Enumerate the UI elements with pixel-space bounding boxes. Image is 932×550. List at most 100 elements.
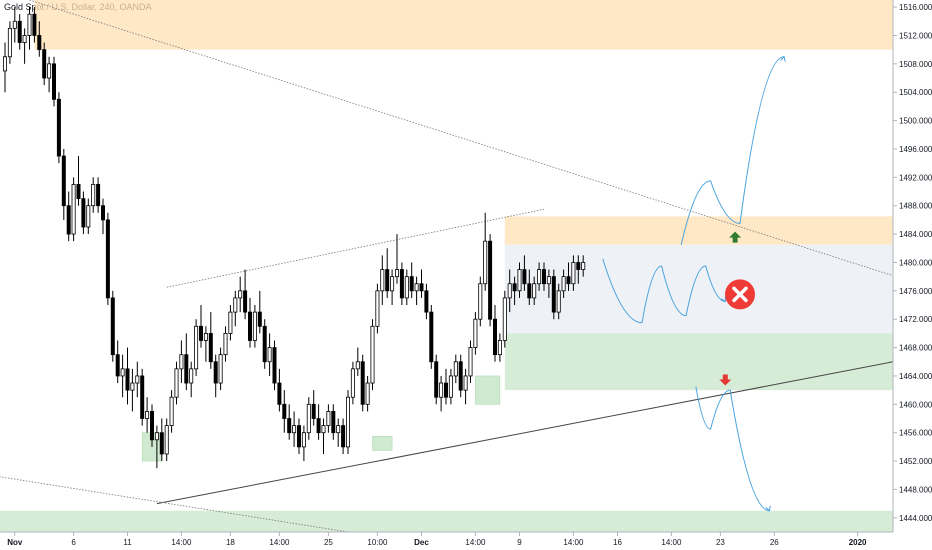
zones-layer xyxy=(0,0,893,532)
range-zone-2 xyxy=(504,244,893,334)
candle xyxy=(424,290,429,313)
candle xyxy=(189,368,194,384)
candle xyxy=(551,276,556,313)
candle xyxy=(375,290,380,327)
candle xyxy=(164,425,169,455)
projection-layer xyxy=(602,55,786,512)
candle xyxy=(125,368,130,391)
candle xyxy=(581,262,586,270)
candle xyxy=(252,311,257,341)
candle xyxy=(301,432,306,448)
candle xyxy=(174,368,179,398)
candle xyxy=(350,368,355,398)
candle xyxy=(512,283,517,292)
support-box-1 xyxy=(372,435,393,451)
candle xyxy=(434,361,439,398)
candle xyxy=(517,269,522,292)
price-tick-label: 1452.000 xyxy=(899,457,932,466)
candle xyxy=(341,425,346,448)
projection-path-1 xyxy=(680,56,785,245)
candle xyxy=(145,411,150,419)
candle xyxy=(326,411,331,426)
candle xyxy=(556,290,561,313)
candle xyxy=(414,283,419,292)
candle xyxy=(458,361,463,391)
time-tick-label: Nov xyxy=(7,538,23,547)
support-zone-4 xyxy=(0,510,893,532)
candle xyxy=(497,340,502,356)
down-arrow-icon xyxy=(719,374,732,386)
price-tick-label: 1492.000 xyxy=(899,173,932,182)
dotted-trendline-3 xyxy=(0,476,349,533)
time-tick-label: 14:00 xyxy=(563,538,584,547)
candle xyxy=(478,283,483,320)
candle xyxy=(262,325,267,363)
time-tick-label: 16 xyxy=(613,538,622,547)
price-tick-label: 1464.000 xyxy=(899,372,932,381)
price-tick-label: 1504.000 xyxy=(899,88,932,97)
candle xyxy=(223,332,228,356)
candle xyxy=(443,382,448,398)
time-tick-label: 26 xyxy=(770,538,779,547)
candle xyxy=(247,311,252,341)
projection-arrowhead-1 xyxy=(780,55,786,62)
price-tick-label: 1444.000 xyxy=(899,514,932,523)
candle xyxy=(233,297,238,313)
candle xyxy=(56,98,61,157)
candle xyxy=(3,56,8,72)
candle xyxy=(105,219,110,299)
candle xyxy=(135,375,140,384)
candle xyxy=(110,297,115,356)
candle xyxy=(213,361,218,384)
resistance-zone-0 xyxy=(34,0,893,50)
candle xyxy=(184,354,189,384)
up-arrow-icon xyxy=(729,231,742,243)
candle xyxy=(257,311,262,327)
candle xyxy=(576,262,581,270)
candle xyxy=(453,361,458,377)
trendline-0 xyxy=(156,353,932,505)
candle xyxy=(140,375,145,419)
time-tick-label: 14:00 xyxy=(171,538,192,547)
candle xyxy=(52,63,57,100)
candle xyxy=(282,403,287,419)
candle xyxy=(238,290,243,299)
dotted-trendline-1 xyxy=(166,208,545,288)
candle xyxy=(492,318,497,356)
candle xyxy=(71,184,76,235)
candle xyxy=(154,432,159,441)
candle xyxy=(571,262,576,285)
candle xyxy=(321,425,326,434)
time-tick-label: 23 xyxy=(716,538,725,547)
price-tick-label: 1496.000 xyxy=(899,145,932,154)
projection-path-2 xyxy=(695,386,770,512)
dotted-trendline-2 xyxy=(29,0,932,289)
candle xyxy=(115,354,120,377)
candle xyxy=(198,325,203,341)
candle xyxy=(159,432,164,455)
candle xyxy=(370,325,375,384)
candle xyxy=(7,27,12,58)
price-tick-label: 1484.000 xyxy=(899,230,932,239)
price-axis[interactable]: 1516.000 1512.000 1508.000 1504.000 1500.000… xyxy=(892,0,932,550)
time-tick-label: 14:00 xyxy=(661,538,682,547)
candle xyxy=(429,311,434,363)
candle xyxy=(120,368,125,377)
support-zone-3 xyxy=(504,333,893,391)
candle xyxy=(149,411,154,441)
time-tick-label: 10:00 xyxy=(367,538,388,547)
candle xyxy=(218,354,223,384)
candle xyxy=(66,205,71,235)
price-tick-label: 1516.000 xyxy=(899,3,932,12)
candle xyxy=(561,276,566,292)
projection-arrowhead-2 xyxy=(765,505,771,512)
price-tick-label: 1500.000 xyxy=(899,117,932,126)
candle xyxy=(399,269,404,299)
candle xyxy=(32,13,37,36)
time-axis[interactable]: Nov 6 11 14:00 18 14:00 25 10:00 Dec 14:00 9 14:00 1… xyxy=(0,531,932,550)
candle xyxy=(96,184,101,207)
candle xyxy=(194,325,199,370)
candle xyxy=(287,418,292,434)
candle xyxy=(228,311,233,334)
